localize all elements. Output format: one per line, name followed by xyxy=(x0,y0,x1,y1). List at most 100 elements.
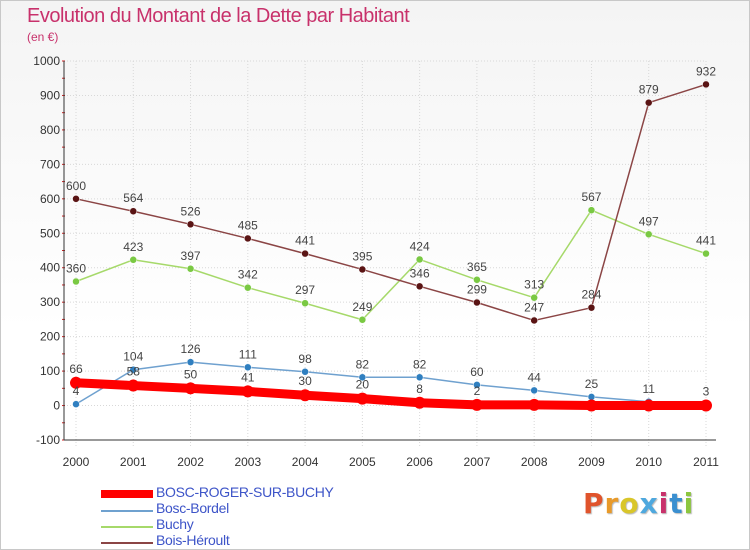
data-point xyxy=(244,283,252,292)
data-label: 50 xyxy=(184,367,198,381)
data-point xyxy=(530,386,538,395)
data-point xyxy=(184,382,197,395)
data-label: 284 xyxy=(581,288,601,302)
x-tick-label: 2000 xyxy=(63,455,90,469)
x-tick-label: 2011 xyxy=(693,455,719,469)
data-label: 313 xyxy=(524,278,544,292)
y-tick-label: 500 xyxy=(40,226,60,240)
data-point xyxy=(241,385,254,398)
legend-swatch xyxy=(101,542,153,544)
y-tick-label: 700 xyxy=(40,157,60,171)
data-point xyxy=(70,376,82,389)
series-line xyxy=(71,378,711,411)
data-label: 249 xyxy=(352,300,372,314)
data-point xyxy=(129,207,138,215)
data-point xyxy=(244,234,252,243)
data-point xyxy=(587,303,596,312)
data-point xyxy=(186,358,195,366)
data-label: 441 xyxy=(295,234,315,248)
data-label: 44 xyxy=(528,370,542,384)
data-label: 395 xyxy=(352,249,372,263)
data-point xyxy=(528,398,541,411)
legend-label: Bois-Héroult xyxy=(156,532,230,548)
data-point xyxy=(415,255,424,264)
data-label: 98 xyxy=(298,352,312,366)
line-chart: -100 0 100 200 300 400 500 600 700 800 900 1000 2000… xyxy=(33,54,719,469)
data-point xyxy=(473,298,481,307)
data-point xyxy=(72,195,80,203)
chart-subtitle: (en €) xyxy=(27,30,59,44)
series-lines xyxy=(70,80,712,412)
x-tick-label: 2001 xyxy=(120,455,147,469)
data-label: 8 xyxy=(416,382,423,396)
data-point xyxy=(644,230,653,239)
data-point xyxy=(702,80,710,89)
y-tick-label: 1000 xyxy=(33,54,60,68)
data-point xyxy=(530,293,538,302)
data-point xyxy=(642,399,655,412)
y-tick-label: 900 xyxy=(40,88,60,102)
logo-letter: o xyxy=(619,487,640,520)
data-label: 397 xyxy=(181,249,201,263)
data-point xyxy=(127,379,140,392)
data-label: 564 xyxy=(123,191,143,205)
data-point xyxy=(473,276,481,284)
series-line xyxy=(75,83,707,322)
data-label: 2 xyxy=(474,384,481,398)
series-line xyxy=(75,209,707,321)
x-tick-label: 2004 xyxy=(292,455,319,469)
logo-letter: i xyxy=(658,487,670,520)
data-point xyxy=(644,98,653,107)
y-tick-label: 200 xyxy=(40,330,60,344)
data-point xyxy=(244,363,252,372)
data-label: 932 xyxy=(696,64,716,78)
data-label: 111 xyxy=(239,347,258,361)
data-label: 360 xyxy=(66,262,86,276)
data-point xyxy=(301,299,309,307)
data-label: 66 xyxy=(69,362,83,376)
logo-letter: P xyxy=(583,487,605,520)
data-label: 879 xyxy=(639,83,659,97)
data-point xyxy=(587,206,596,214)
data-label: 600 xyxy=(66,179,86,193)
data-label: 11 xyxy=(642,382,655,396)
data-point xyxy=(415,373,424,382)
data-label: 342 xyxy=(238,268,258,282)
logo-letter: i xyxy=(683,487,695,520)
data-label: 60 xyxy=(470,365,484,379)
logo-letter: x xyxy=(639,487,659,520)
data-point xyxy=(587,393,596,401)
x-tick-label: 2006 xyxy=(406,455,433,469)
data-point xyxy=(299,389,312,402)
data-label: 424 xyxy=(410,239,430,253)
data-label: 297 xyxy=(295,283,315,297)
legend-label: BOSC-ROGER-SUR-BUCHY xyxy=(156,484,334,500)
data-label: 365 xyxy=(467,260,487,274)
data-label: 25 xyxy=(585,377,599,391)
data-label: 41 xyxy=(241,370,255,384)
data-point xyxy=(72,277,80,286)
data-point xyxy=(700,399,712,412)
data-point xyxy=(530,316,538,325)
legend-swatch xyxy=(101,490,153,498)
axes: -100 0 100 200 300 400 500 600 700 800 900 1000 2000… xyxy=(33,54,719,469)
series-line xyxy=(75,361,707,406)
data-point xyxy=(129,365,138,374)
legend-label: Bosc-Bordel xyxy=(156,500,229,516)
chart-title: Evolution du Montant de la Dette par Hab… xyxy=(27,5,410,27)
data-point xyxy=(186,220,195,229)
x-tick-label: 2005 xyxy=(349,455,376,469)
data-label: 346 xyxy=(410,266,430,280)
data-label: 126 xyxy=(181,342,201,356)
y-tick-label: 800 xyxy=(40,123,60,137)
data-point xyxy=(358,316,367,324)
y-tick-label: 400 xyxy=(40,261,60,275)
proxiti-logo: Proxiti xyxy=(583,487,694,520)
data-label: 247 xyxy=(524,300,544,314)
x-tick-label: 2010 xyxy=(635,455,662,469)
x-tick-label: 2009 xyxy=(578,455,605,469)
data-point xyxy=(72,400,80,408)
y-tick-label: 600 xyxy=(40,192,60,206)
data-point xyxy=(358,265,367,274)
